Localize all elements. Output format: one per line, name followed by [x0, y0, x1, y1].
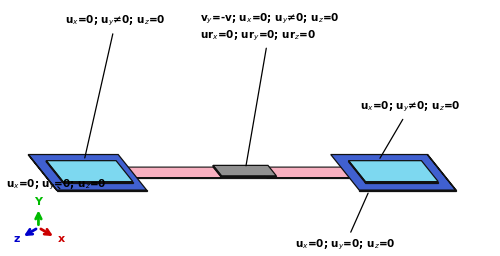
- Polygon shape: [58, 167, 421, 178]
- Polygon shape: [359, 190, 456, 191]
- Text: Y: Y: [34, 197, 42, 207]
- Polygon shape: [213, 165, 276, 176]
- Text: x: x: [58, 234, 65, 244]
- Polygon shape: [57, 190, 146, 191]
- Polygon shape: [213, 165, 222, 177]
- Polygon shape: [330, 155, 456, 190]
- Text: u$_x$=0; u$_y$=0; u$_z$=0: u$_x$=0; u$_y$=0; u$_z$=0: [6, 178, 106, 192]
- Polygon shape: [348, 161, 366, 183]
- Text: u$_x$=0; u$_y$≠0; u$_z$=0: u$_x$=0; u$_y$≠0; u$_z$=0: [66, 14, 166, 158]
- Text: u$_x$=0; u$_y$=0; u$_z$=0: u$_x$=0; u$_y$=0; u$_z$=0: [295, 193, 396, 252]
- Polygon shape: [46, 161, 133, 182]
- Text: z: z: [14, 234, 20, 244]
- Polygon shape: [428, 155, 456, 191]
- Polygon shape: [46, 161, 63, 183]
- Polygon shape: [366, 182, 438, 183]
- Text: v$_y$=-v; u$_x$=0; u$_y$≠0; u$_z$=0
ur$_x$=0; ur$_y$=0; ur$_z$=0: v$_y$=-v; u$_x$=0; u$_y$≠0; u$_z$=0 ur$_…: [200, 12, 340, 166]
- Polygon shape: [222, 176, 276, 177]
- Polygon shape: [28, 155, 57, 191]
- Polygon shape: [348, 161, 438, 182]
- Polygon shape: [213, 167, 266, 177]
- Polygon shape: [28, 155, 146, 190]
- Polygon shape: [63, 182, 133, 183]
- Text: u$_x$=0; u$_y$≠0; u$_z$=0: u$_x$=0; u$_y$≠0; u$_z$=0: [360, 100, 460, 158]
